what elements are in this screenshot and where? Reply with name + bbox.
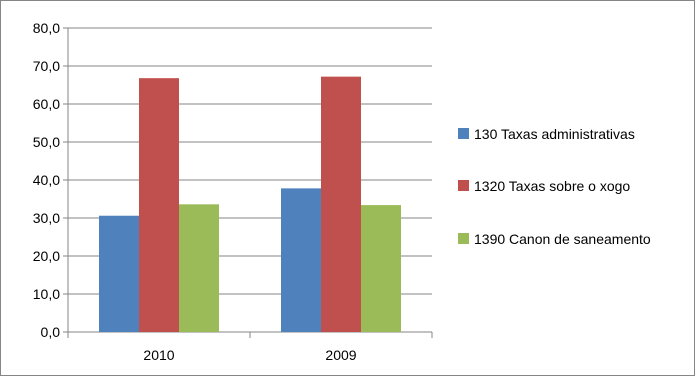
y-tick-label: 50,0 [33, 134, 60, 150]
legend-label: 130 Taxas administrativas [474, 126, 635, 142]
legend: 130 Taxas administrativas 1320 Taxas sobr… [458, 126, 651, 247]
bar [139, 78, 179, 332]
y-axis-tick-labels: 0,0 10,0 20,0 30,0 40,0 50,0 60,0 70,0 80,0 [33, 20, 60, 340]
legend-swatch [458, 128, 469, 139]
y-tick-label: 70,0 [33, 58, 60, 74]
y-tick-label: 0,0 [41, 324, 61, 340]
y-tick-label: 80,0 [33, 20, 60, 36]
y-tick-label: 60,0 [33, 96, 60, 112]
bar [321, 76, 361, 332]
bar [361, 205, 401, 332]
bar [99, 215, 139, 332]
y-tick-label: 30,0 [33, 210, 60, 226]
x-axis-tick-labels: 2010 2009 [143, 347, 356, 363]
y-tick-label: 20,0 [33, 248, 60, 264]
bar [281, 188, 321, 332]
y-tick-label: 40,0 [33, 172, 60, 188]
legend-swatch [458, 180, 469, 191]
bar [179, 204, 219, 332]
legend-label: 1320 Taxas sobre o xogo [474, 178, 630, 194]
x-tick-label: 2010 [143, 347, 174, 363]
y-tick-label: 10,0 [33, 286, 60, 302]
legend-label: 1390 Canon de saneamento [474, 231, 651, 247]
bars [99, 76, 401, 332]
legend-swatch [458, 233, 469, 244]
x-tick-label: 2009 [325, 347, 356, 363]
